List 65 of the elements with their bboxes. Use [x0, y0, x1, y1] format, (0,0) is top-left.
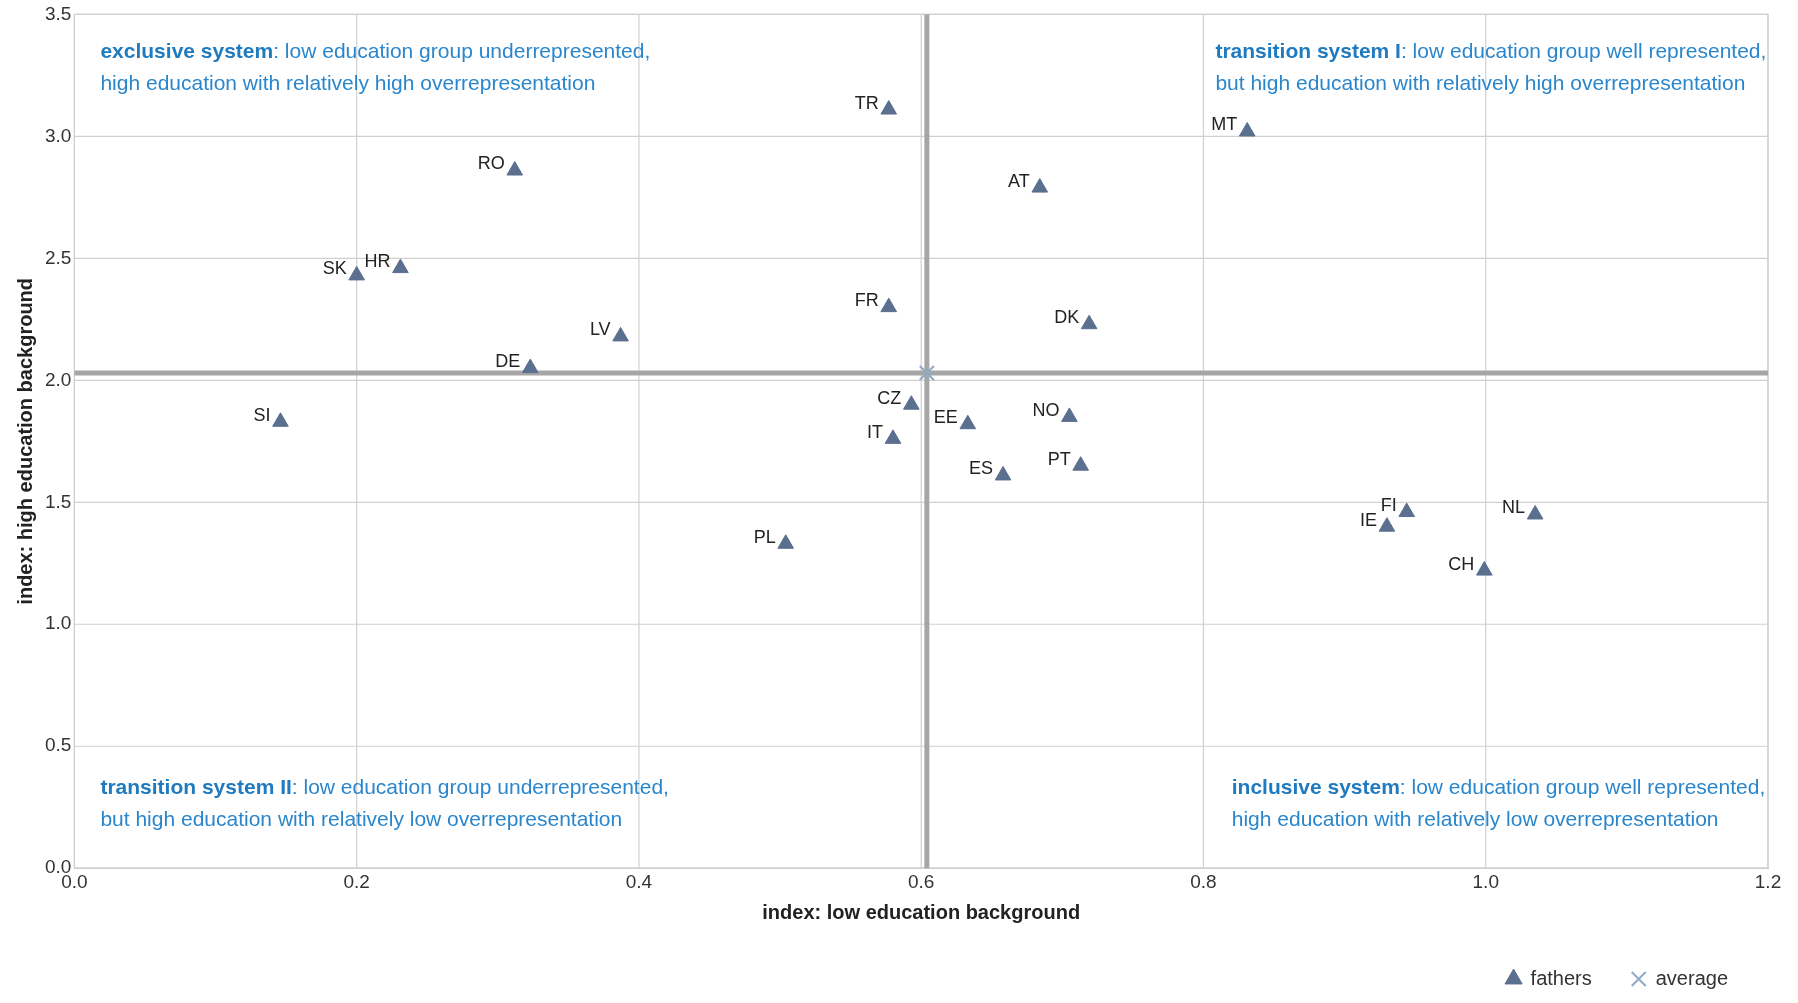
y-axis-title: index: high education background [13, 277, 36, 605]
annotation: exclusive system: low education group underrepresented, high education with relatively high overrepresentation [100, 39, 651, 95]
point [348, 265, 365, 281]
x-tick-label: 1.0 [1472, 870, 1499, 892]
point [1031, 178, 1049, 193]
annotation: CH [1448, 553, 1475, 574]
x-tick-label: 0.6 [908, 870, 935, 892]
point [1061, 407, 1078, 422]
annotation: NL [1502, 497, 1526, 518]
point [994, 465, 1012, 481]
point [1072, 456, 1089, 471]
y-tick-label: 1.0 [44, 612, 72, 634]
annotation: IT [866, 421, 883, 442]
annotation: CZ [877, 387, 902, 408]
point [1398, 502, 1415, 518]
point [1526, 504, 1544, 520]
annotation: FR [854, 290, 879, 311]
annotation: IE [1359, 509, 1377, 530]
annotation: SK [322, 258, 347, 279]
annotation: EE [933, 407, 958, 428]
point [1238, 121, 1256, 137]
annotation: ES [969, 458, 994, 479]
point [903, 395, 920, 410]
y-tick-label: 3.0 [44, 124, 72, 146]
annotation: transition system I: low education group well represented, but high education with relatively high overrepresentation [1215, 39, 1767, 95]
point [884, 429, 902, 444]
annotation: LV [589, 319, 611, 340]
point [506, 161, 524, 176]
annotation: inclusive system: low education group well represented, high education with relatively low overrepresentation [1231, 775, 1766, 830]
point [392, 258, 409, 274]
point [1476, 561, 1493, 576]
x-axis-title: index: low education background [762, 900, 1081, 923]
annotation: MT [1211, 114, 1238, 135]
legend-label: fathers [1530, 966, 1592, 989]
y-tick-label: 3.5 [44, 2, 72, 24]
annotation: HR [364, 251, 391, 272]
y-tick-label: 2.0 [44, 368, 72, 390]
x-tick-label: 0.4 [625, 870, 653, 892]
y-tick-label: 1.5 [44, 490, 72, 512]
point [959, 414, 977, 430]
annotation: AT [1008, 170, 1030, 191]
annotation: DE [495, 351, 521, 372]
annotation: SI [253, 404, 271, 425]
x-tick-label: 0.8 [1190, 870, 1217, 892]
point [612, 326, 629, 342]
annotation: RO [477, 153, 505, 174]
point [880, 297, 898, 313]
annotation: FI [1380, 495, 1397, 516]
x-tick-label: 0.2 [343, 870, 370, 892]
point [272, 412, 289, 427]
point [1080, 314, 1098, 330]
point [880, 100, 898, 115]
y-tick-label: 0.5 [44, 734, 72, 756]
y-tick-label: 2.5 [44, 246, 72, 268]
annotation: NO [1032, 399, 1060, 420]
annotation: PT [1047, 448, 1071, 469]
annotation: transition system II: low education group underrepresented, but high education with relatively low overrepresentation [100, 775, 669, 830]
point [1378, 517, 1396, 532]
annotation: DK [1054, 307, 1080, 328]
point [521, 358, 539, 374]
annotation: TR [854, 92, 879, 113]
annotation: PL [753, 526, 776, 547]
legend-label: average [1655, 966, 1729, 989]
x-tick-label: 1.2 [1754, 870, 1782, 892]
point [777, 534, 795, 549]
